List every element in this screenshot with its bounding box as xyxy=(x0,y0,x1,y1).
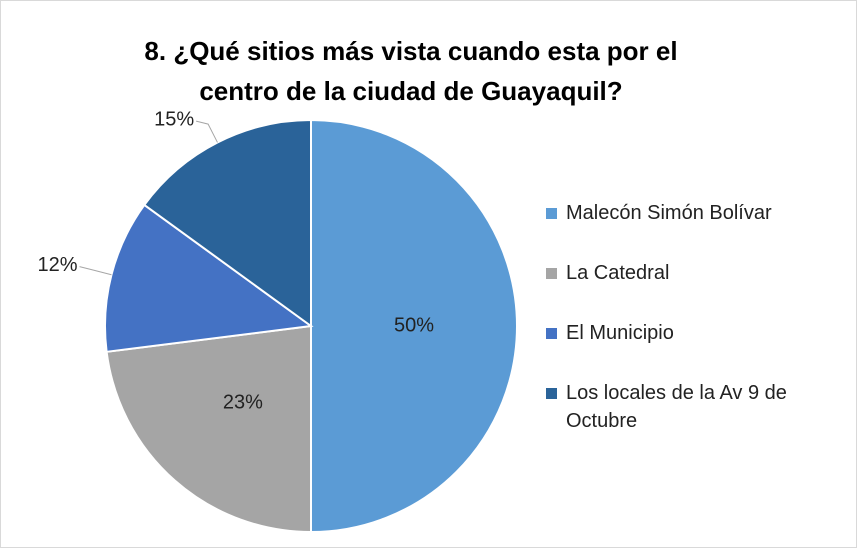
pie-slice xyxy=(310,118,518,534)
legend-item: El Municipio xyxy=(546,319,846,347)
legend-label: La Catedral xyxy=(566,262,670,284)
pie-slice xyxy=(104,203,314,353)
legend-swatch xyxy=(546,328,557,339)
pie-slice xyxy=(105,324,312,534)
legend: Malecón Simón Bolívar La Catedral El Munic… xyxy=(546,199,846,467)
legend-item: Malecón Simón Bolívar xyxy=(546,199,846,227)
legend-swatch xyxy=(546,388,557,399)
data-label: 15% xyxy=(154,108,194,130)
legend-label: Malecón Simón Bolívar xyxy=(566,202,772,224)
legend-label: Los locales de la Av 9 de Octubre xyxy=(566,382,787,432)
legend-item: Los locales de la Av 9 de Octubre xyxy=(546,379,846,435)
legend-swatch xyxy=(546,208,557,219)
legend-swatch xyxy=(546,268,557,279)
pie-slice xyxy=(142,118,312,328)
leader-line xyxy=(79,266,112,276)
data-label: 12% xyxy=(37,254,77,276)
chart-title: 8. ¿Qué sitios más vista cuando esta por… xyxy=(144,36,678,106)
data-label: 23% xyxy=(223,392,263,414)
legend-item: La Catedral xyxy=(546,259,846,287)
leader-line xyxy=(196,120,218,143)
legend-label: El Municipio xyxy=(566,322,674,344)
data-label: 50% xyxy=(394,314,434,336)
